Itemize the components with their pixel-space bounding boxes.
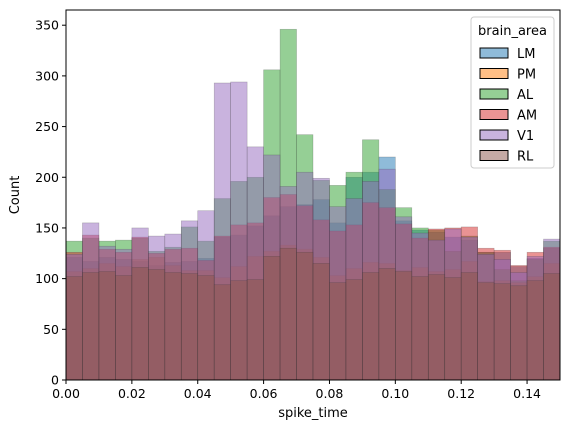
plot-frame bbox=[65, 9, 561, 381]
bar-rl bbox=[427, 274, 446, 381]
y-tick-label: 300 bbox=[35, 68, 59, 83]
bar-rl bbox=[493, 283, 511, 381]
bar-rl bbox=[477, 282, 495, 381]
legend-title: brain_area bbox=[478, 24, 547, 39]
y-tick-label: 150 bbox=[35, 220, 59, 235]
legend-label: LM bbox=[517, 47, 535, 62]
y-axis: 0 50 100 150 200 250 300 350 bbox=[35, 18, 66, 388]
bar-rl bbox=[246, 279, 264, 381]
bar-rl bbox=[543, 273, 561, 381]
bar-rl bbox=[411, 276, 429, 381]
x-tick-label: 0.02 bbox=[118, 386, 146, 401]
y-tick-label: 350 bbox=[35, 18, 59, 33]
series-rl bbox=[65, 247, 561, 381]
bar-rl bbox=[164, 272, 182, 381]
y-tick-label: 0 bbox=[51, 373, 59, 388]
bar-rl bbox=[312, 263, 330, 381]
bar-rl bbox=[362, 272, 380, 381]
x-tick-label: 0.10 bbox=[381, 386, 409, 401]
legend-label: AL bbox=[517, 88, 534, 103]
bar-rl bbox=[296, 251, 314, 381]
y-tick-label: 200 bbox=[35, 170, 59, 185]
x-tick-label: 0.06 bbox=[250, 386, 278, 401]
y-tick-label: 50 bbox=[43, 322, 59, 337]
bar-rl bbox=[526, 280, 544, 381]
bar-rl bbox=[180, 273, 199, 381]
legend-label: RL bbox=[517, 150, 534, 165]
bar-rl bbox=[197, 275, 215, 381]
legend-label: AM bbox=[517, 109, 537, 124]
legend-entry-rl: RL bbox=[479, 150, 534, 165]
legend-swatch bbox=[479, 150, 509, 161]
legend-entry-pm: PM bbox=[479, 68, 536, 83]
x-axis-label: spike_time bbox=[278, 406, 348, 421]
x-tick-label: 0.04 bbox=[184, 386, 212, 401]
x-axis: 0.00 0.02 0.04 0.06 0.08 0.10 0.12 0.14 bbox=[52, 380, 541, 401]
bar-rl bbox=[510, 285, 528, 381]
x-tick-label: 0.00 bbox=[52, 386, 80, 401]
legend-swatch bbox=[479, 88, 509, 100]
bar-rl bbox=[279, 247, 297, 381]
legend-label: PM bbox=[517, 68, 536, 83]
x-tick-label: 0.08 bbox=[316, 386, 344, 401]
legend-swatch bbox=[479, 47, 509, 59]
y-tick-label: 250 bbox=[35, 119, 59, 134]
bar-rl bbox=[460, 272, 478, 381]
bar-rl bbox=[65, 276, 83, 381]
y-tick-label: 100 bbox=[35, 271, 59, 286]
legend-swatch bbox=[479, 68, 509, 79]
bar-rl bbox=[378, 268, 396, 381]
legend-swatch bbox=[479, 129, 509, 141]
legend-entry-v1: V1 bbox=[479, 129, 534, 144]
bar-rl bbox=[131, 267, 149, 381]
bar-rl bbox=[230, 280, 248, 381]
legend-entry-lm: LM bbox=[479, 47, 535, 62]
legend: brain_area LM PM AL AM V1 RL bbox=[470, 16, 555, 169]
bar-rl bbox=[98, 271, 116, 381]
bar-rl bbox=[395, 271, 413, 381]
y-axis-label: Count bbox=[8, 176, 23, 215]
x-tick-label: 0.14 bbox=[513, 386, 541, 401]
bar-rl bbox=[82, 272, 100, 381]
bar-rl bbox=[263, 256, 281, 381]
bar-rl bbox=[345, 279, 363, 381]
bar-rl bbox=[115, 275, 133, 381]
bar-rl bbox=[213, 284, 231, 381]
legend-entry-al: AL bbox=[479, 88, 534, 103]
bar-rl bbox=[148, 269, 166, 381]
legend-swatch bbox=[479, 109, 509, 120]
legend-label: V1 bbox=[517, 129, 534, 144]
legend-entries: LM PM AL AM V1 RL bbox=[479, 47, 537, 165]
bar-rl bbox=[444, 277, 462, 381]
x-tick-label: 0.12 bbox=[447, 386, 475, 401]
bar-rl bbox=[329, 282, 347, 381]
legend-entry-am: AM bbox=[479, 109, 537, 124]
